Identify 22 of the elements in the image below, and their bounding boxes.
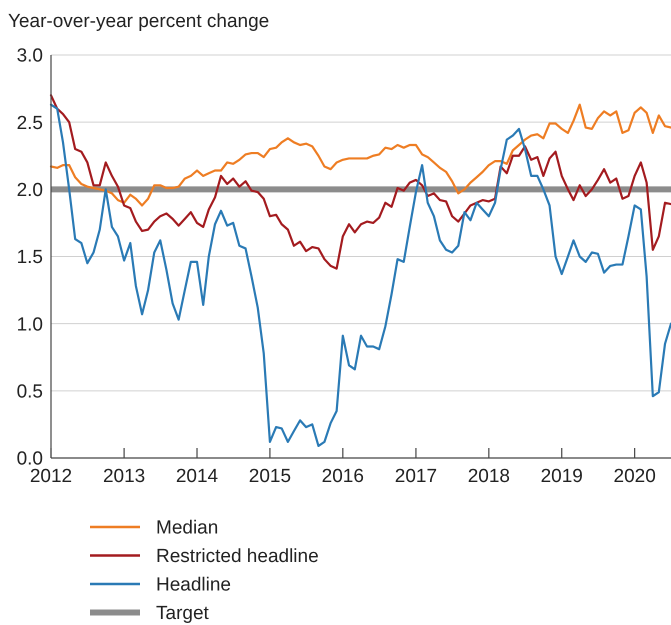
y-axis-title: Year-over-year percent change: [8, 11, 270, 32]
y-tick-label: 2.5: [16, 112, 43, 134]
x-tick-label: 2013: [102, 466, 146, 487]
line-series: [50, 94, 671, 270]
x-tick-label: 2017: [394, 466, 438, 487]
legend-label: Median: [156, 518, 218, 539]
y-tick-label: 2.0: [16, 180, 43, 201]
x-tick-label: 2020: [614, 466, 656, 487]
y-tick-label: 1.5: [16, 247, 43, 268]
line-series: [50, 104, 671, 448]
y-tick-label: 3.0: [16, 46, 43, 67]
x-tick-label: 2018: [468, 466, 510, 487]
legend-label: Restricted headline: [156, 546, 319, 568]
y-tick-label: 1.0: [16, 314, 43, 336]
legend-label: Target: [156, 603, 210, 624]
y-tick-label: 0.5: [16, 381, 43, 402]
line-series: [50, 104, 671, 207]
x-tick-label: 2016: [322, 466, 364, 487]
x-tick-label: 2014: [176, 466, 219, 487]
legend-label: Headline: [156, 574, 231, 596]
x-tick-label: 2015: [248, 466, 292, 487]
x-tick-label: 2019: [540, 466, 583, 487]
